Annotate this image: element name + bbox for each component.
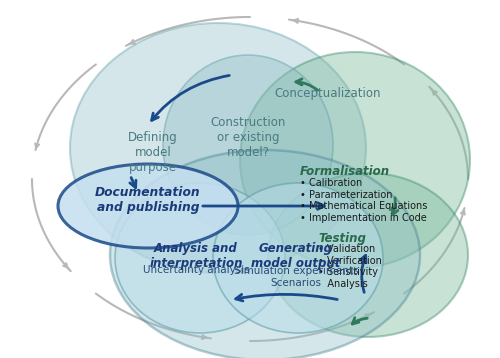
Ellipse shape xyxy=(213,183,383,333)
Ellipse shape xyxy=(163,55,333,235)
Ellipse shape xyxy=(240,52,470,268)
Text: Defining
model
purpose: Defining model purpose xyxy=(128,131,178,174)
Ellipse shape xyxy=(58,164,238,248)
Ellipse shape xyxy=(115,183,285,333)
Text: Construction
or existing
model?: Construction or existing model? xyxy=(210,116,286,160)
Text: Conceptualization: Conceptualization xyxy=(275,87,382,100)
Text: Analysis and
interpretation: Analysis and interpretation xyxy=(149,242,243,270)
Text: Uncertainty analysis: Uncertainty analysis xyxy=(142,265,250,275)
Text: Formalisation: Formalisation xyxy=(300,165,390,178)
Text: Generating
model output: Generating model output xyxy=(252,242,340,270)
Text: • Calibration
• Parameterization
• Mathematical Equations
• Implementation in Co: • Calibration • Parameterization • Mathe… xyxy=(300,178,428,223)
Text: Documentation
and publishing: Documentation and publishing xyxy=(95,186,201,214)
Ellipse shape xyxy=(110,150,420,358)
Text: Testing: Testing xyxy=(318,232,366,245)
Text: • Validation
• Verification
• Sensitivity
   Analysis: • Validation • Verification • Sensitivit… xyxy=(318,244,382,289)
Ellipse shape xyxy=(70,23,366,273)
Text: Simulation experiments
Scenarios: Simulation experiments Scenarios xyxy=(234,266,358,287)
Ellipse shape xyxy=(268,173,468,337)
